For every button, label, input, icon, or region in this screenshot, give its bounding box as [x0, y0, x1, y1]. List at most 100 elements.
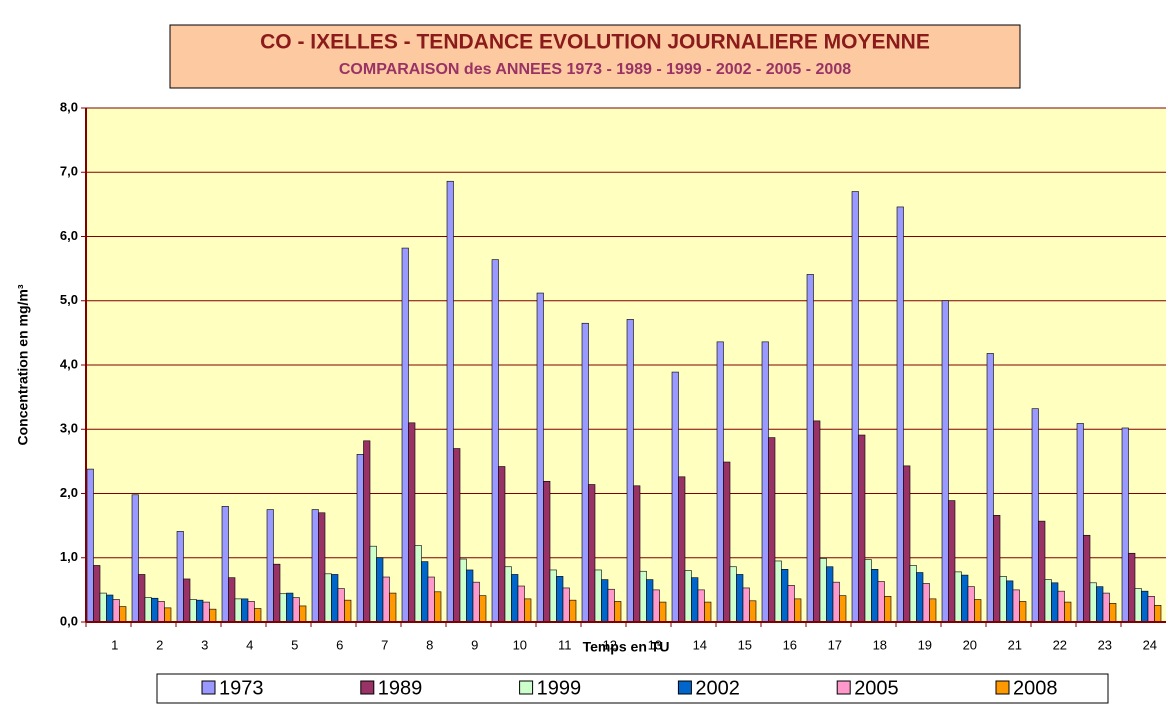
bar	[652, 589, 660, 623]
bar	[344, 599, 352, 623]
bar	[794, 598, 802, 623]
bar	[986, 353, 994, 623]
legend-swatch	[836, 680, 851, 695]
bar	[916, 572, 924, 623]
bar	[684, 570, 692, 623]
bar	[864, 559, 872, 623]
bar	[594, 569, 602, 623]
x-tick-label: 8	[426, 637, 433, 652]
bar	[273, 563, 281, 623]
bar	[967, 586, 975, 623]
bar	[781, 569, 789, 623]
bar	[151, 597, 159, 623]
bar	[446, 180, 454, 623]
bar	[324, 573, 332, 623]
bar	[826, 566, 834, 623]
bar	[607, 588, 615, 623]
x-tick-label: 21	[1008, 637, 1022, 652]
x-tick-label: 9	[471, 637, 478, 652]
bar	[639, 570, 647, 623]
bar	[1109, 603, 1117, 623]
bar	[234, 598, 242, 623]
bar	[543, 480, 551, 623]
bar	[363, 440, 371, 623]
legend-label: 1989	[378, 677, 423, 699]
bar	[1102, 592, 1110, 623]
bar	[414, 545, 422, 623]
legend-swatch	[519, 680, 534, 695]
bar	[369, 545, 377, 623]
x-axis-label: Temps en TU	[583, 639, 670, 655]
bar	[138, 574, 146, 623]
legend-swatch	[995, 680, 1010, 695]
bar	[491, 259, 499, 623]
bar	[884, 595, 892, 623]
bar	[787, 585, 795, 623]
legend-label: 2008	[1013, 677, 1058, 699]
bar	[1134, 588, 1142, 623]
bar	[1089, 582, 1097, 623]
bar	[646, 579, 654, 623]
x-tick-label: 1	[111, 637, 118, 652]
bar	[562, 587, 570, 623]
bar	[221, 506, 229, 623]
y-tick-label: 1,0	[60, 549, 78, 564]
bar	[896, 206, 904, 623]
bar	[626, 319, 634, 623]
bar	[1128, 552, 1136, 623]
bar	[813, 420, 821, 623]
y-axis-label: Concentration en mg/m³	[15, 284, 31, 445]
bar	[86, 468, 94, 623]
y-tick-label: 4,0	[60, 356, 78, 371]
bar	[408, 422, 416, 623]
x-tick-label: 3	[201, 637, 208, 652]
bar	[209, 608, 217, 623]
bar	[318, 512, 326, 623]
bar	[633, 485, 641, 623]
bar	[112, 599, 120, 623]
chart-title: CO - IXELLES - TENDANCE EVOLUTION JOURNA…	[260, 31, 930, 54]
bar	[427, 576, 435, 623]
bar	[196, 599, 204, 623]
bar	[1096, 586, 1104, 623]
x-tick-label: 4	[246, 637, 253, 652]
bar	[1083, 534, 1091, 623]
bar	[697, 589, 705, 623]
bar	[704, 601, 712, 623]
legend-label: 1999	[537, 677, 582, 699]
y-tick-label: 5,0	[60, 292, 78, 307]
x-tick-label: 7	[381, 637, 388, 652]
bar	[189, 599, 197, 623]
x-tick-label: 10	[513, 637, 527, 652]
bar	[736, 574, 744, 623]
bar	[832, 581, 840, 623]
bar	[119, 606, 127, 623]
x-tick-label: 16	[783, 637, 797, 652]
bar	[1154, 604, 1162, 623]
x-tick-label: 6	[336, 637, 343, 652]
bar	[749, 600, 757, 623]
bar	[279, 593, 287, 623]
bar	[922, 583, 930, 623]
bar	[106, 594, 114, 623]
bar	[99, 592, 107, 623]
bar	[286, 592, 294, 623]
bar	[202, 601, 210, 623]
bar	[948, 500, 956, 623]
bar	[472, 581, 480, 623]
bar	[716, 341, 724, 623]
bar	[839, 595, 847, 623]
bar	[1121, 427, 1129, 623]
bar	[806, 274, 814, 623]
bar	[511, 574, 519, 623]
y-tick-label: 7,0	[60, 164, 78, 179]
y-tick-label: 8,0	[60, 99, 78, 114]
x-tick-label: 22	[1053, 637, 1067, 652]
bar	[761, 341, 769, 623]
legend-label: 2005	[854, 677, 899, 699]
bar	[999, 576, 1007, 623]
bar	[851, 191, 859, 623]
bar	[421, 561, 429, 623]
bar	[401, 247, 409, 623]
y-tick-label: 0,0	[60, 613, 78, 628]
